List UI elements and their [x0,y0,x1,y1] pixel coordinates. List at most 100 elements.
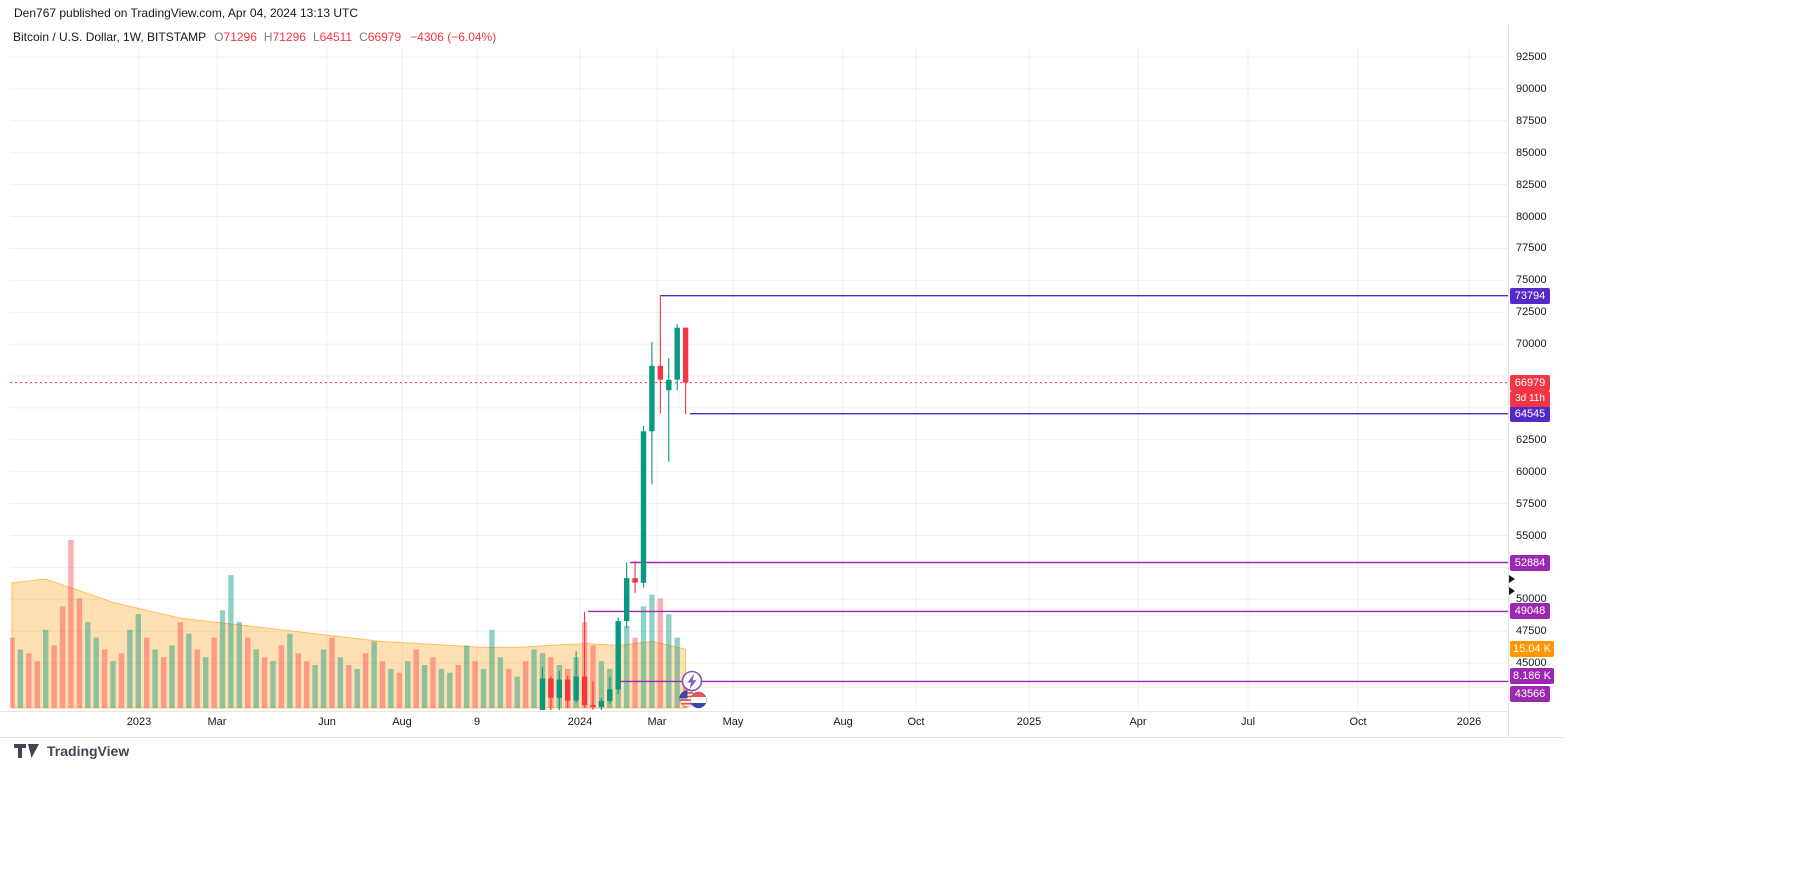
volume-bar [51,645,57,708]
candle-body [573,676,579,701]
price-tick: 92500 [1516,51,1547,63]
volume-bar [287,633,293,708]
volume-bar [506,668,512,708]
candle-body [539,678,546,710]
price-level-label: 64545 [1510,405,1550,422]
ohlc-open: O71296 [214,30,257,44]
volume-bar [632,637,638,708]
volume-bar [531,649,537,708]
time-axis-top-border [0,711,1508,712]
price-tick: 70000 [1516,338,1547,351]
volume-bar [219,610,226,709]
symbol-legend[interactable]: Bitcoin / U.S. Dollar, 1W, BITSTAMP O712… [13,30,496,44]
volume-bar [194,649,200,708]
time-tick: Aug [833,716,853,728]
time-tick: Apr [1129,716,1147,728]
candle-body [581,676,588,705]
tradingview-branding[interactable]: TradingView [14,743,129,759]
candle-body [565,679,571,701]
price-tick: 72500 [1516,306,1547,319]
volume-bar [85,622,91,708]
volume-bar [514,676,520,708]
plot-area[interactable] [9,47,1508,733]
volume-value-label: 8.186 K [1510,668,1554,684]
volume-bar [379,661,386,708]
candle-body [607,689,613,701]
time-tick: 2025 [1016,716,1042,728]
candle-body [682,327,689,383]
volume-bar [245,637,251,708]
volume-bar [203,657,209,708]
ohlc-high: H71296 [263,30,306,44]
time-tick: 9 [473,716,481,728]
time-tick: Oct [907,716,925,728]
price-tick: 77500 [1516,242,1547,255]
volume-bar [438,668,445,708]
price-tick: 80000 [1516,210,1547,223]
time-tick: 2024 [567,716,593,728]
volume-bar [236,622,242,708]
volume-bar [649,594,655,708]
candle-body [649,365,655,432]
time-tick: Aug [392,716,412,728]
volume-bar [76,598,83,708]
symbol-title: Bitcoin / U.S. Dollar, 1W, BITSTAMP [13,30,207,44]
volume-bar [455,665,461,708]
price-level-label: 43566 [1510,686,1550,702]
volume-bar [421,665,428,708]
volume-bar [10,637,15,708]
bar-countdown-label: 3d 11h [1510,390,1550,407]
volume-bar [68,539,74,708]
volume-bar [388,668,394,708]
time-tick: May [722,716,744,728]
change-value: −4306 (−6.04%) [410,30,497,44]
volume-bar [320,649,327,708]
volume-bar [101,649,108,708]
volume-bar [598,661,605,708]
volume-bar [497,657,504,708]
price-tick: 82500 [1516,178,1547,191]
price-level-label: 73794 [1510,287,1550,304]
price-axis-border [1508,25,1509,737]
volume-bar [270,661,276,708]
volume-bar [337,657,344,708]
price-tick: 90000 [1516,82,1547,95]
lightning-badge-icon[interactable] [681,670,703,692]
last-price-label: 66979 [1510,374,1550,391]
price-tick: 55000 [1516,529,1547,542]
ohlc-low: L64511 [312,30,353,44]
volume-bar [405,661,411,708]
volume-bar [480,668,487,708]
price-tick: 60000 [1516,465,1547,478]
volume-bar [152,649,158,708]
time-tick: Mar [647,716,667,728]
volume-bar [253,649,259,708]
tradingview-wordmark: TradingView [47,743,130,759]
volume-bar [26,653,32,708]
price-chart-canvas[interactable] [0,0,1563,877]
volume-bar [304,661,310,708]
flag-badge-icons[interactable] [679,690,707,709]
price-tick: 47500 [1516,625,1547,638]
volume-bar [447,672,453,708]
time-tick: 2026 [1456,716,1482,728]
price-tick: 50000 [1516,593,1547,606]
time-tick: Mar [207,716,227,728]
volume-bar [34,661,40,708]
price-scale-arrow-icon [1509,587,1515,595]
volume-bar [472,661,478,708]
volume-bar [135,614,141,708]
price-level-label: 49048 [1510,603,1550,620]
volume-bar [346,665,352,708]
candle-body [640,431,647,583]
volume-bar [93,637,99,708]
time-tick: Jul [1240,716,1256,728]
bar-markers[interactable] [679,670,707,710]
time-tick: 2023 [126,716,152,728]
volume-bar [489,629,495,708]
candle-body [632,578,638,583]
candle-body [598,701,605,707]
volume-bar [169,645,175,708]
candle-body [548,678,554,698]
